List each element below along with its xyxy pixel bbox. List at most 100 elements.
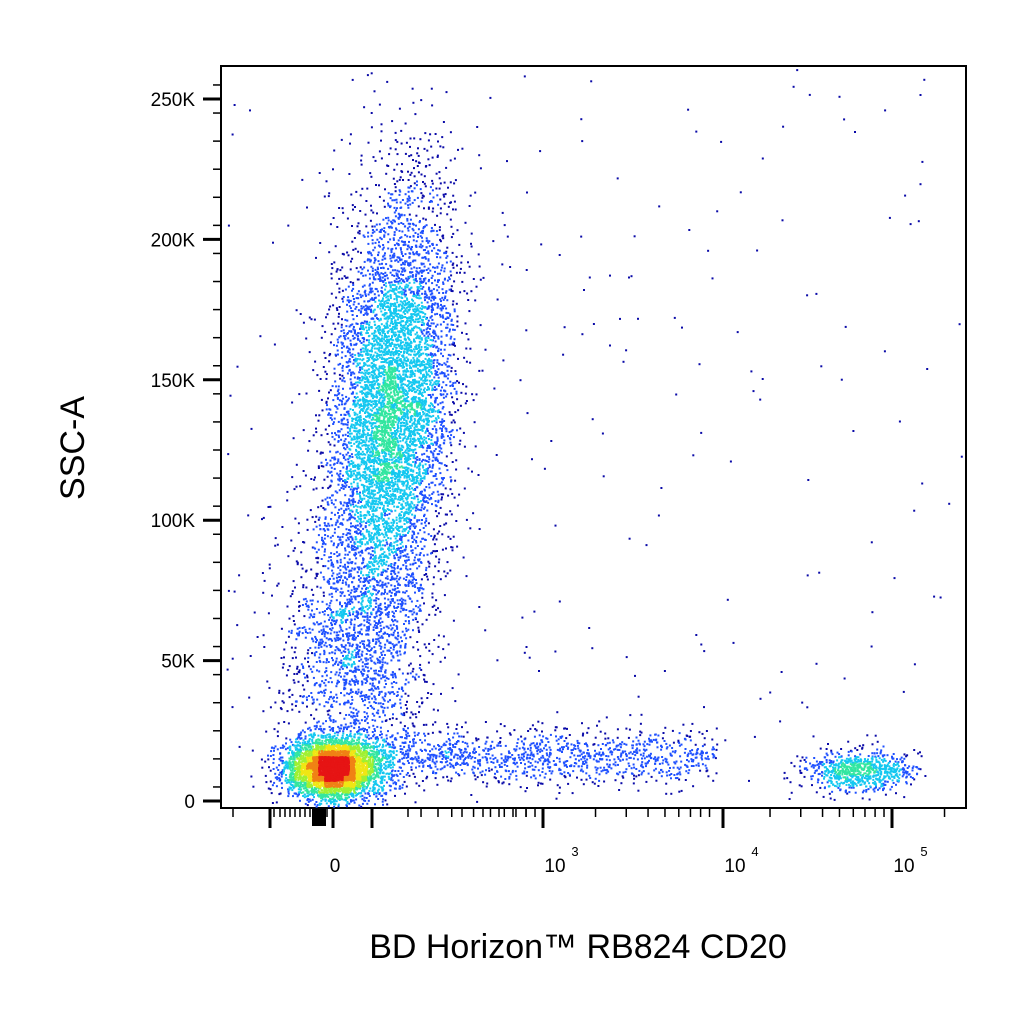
event-dot — [363, 678, 366, 681]
event-dot — [625, 743, 628, 746]
event-dot — [326, 608, 328, 610]
event-dot — [509, 756, 512, 759]
event-dot — [452, 328, 454, 331]
event-dot — [474, 191, 477, 194]
event-dot — [711, 277, 714, 280]
event-dot — [484, 747, 487, 750]
event-dot — [560, 773, 563, 776]
event-dot — [404, 620, 407, 623]
event-dot — [645, 755, 648, 758]
event-dot — [417, 171, 420, 174]
event-dot — [450, 288, 453, 291]
event-dot — [407, 170, 409, 173]
event-dot — [407, 573, 410, 576]
event-dot — [619, 746, 622, 749]
event-dot — [412, 239, 415, 242]
event-dot — [449, 380, 452, 383]
event-dot — [370, 667, 373, 670]
event-dot — [592, 323, 595, 325]
event-dot — [365, 659, 368, 662]
event-dot — [580, 753, 583, 756]
event-dot — [423, 265, 426, 268]
event-dot — [399, 772, 402, 775]
event-dot — [328, 644, 331, 646]
event-dot — [435, 428, 438, 431]
event-dot — [431, 244, 434, 246]
event-dot — [410, 600, 413, 603]
event-dot — [341, 342, 344, 345]
event-dot — [394, 676, 397, 679]
event-dot — [446, 326, 449, 329]
event-dot — [426, 775, 429, 778]
event-dot — [301, 567, 304, 570]
event-dot — [485, 740, 488, 743]
event-dot — [399, 748, 402, 751]
event-dot — [329, 627, 332, 630]
event-dot — [786, 777, 789, 780]
event-dot — [408, 256, 411, 259]
event-dot — [327, 606, 330, 609]
event-dot — [548, 746, 551, 749]
event-dot — [354, 530, 356, 533]
event-dot — [439, 525, 442, 527]
event-dot — [442, 381, 445, 384]
event-dot — [453, 421, 456, 424]
event-dot — [346, 276, 349, 279]
event-dot — [640, 763, 643, 766]
event-dot — [364, 719, 367, 722]
event-dot — [333, 417, 336, 420]
event-dot — [371, 655, 374, 658]
event-dot — [356, 644, 359, 647]
event-dot — [432, 322, 435, 325]
event-dot — [391, 655, 394, 658]
event-dot — [329, 719, 332, 722]
event-dot — [313, 652, 316, 655]
event-dot — [436, 156, 439, 158]
event-dot — [455, 302, 458, 305]
event-dot — [714, 757, 717, 760]
event-dot — [333, 344, 335, 347]
event-dot — [379, 647, 382, 650]
event-dot — [461, 147, 464, 150]
event-dot — [352, 208, 354, 211]
event-dot — [467, 756, 470, 759]
event-dot — [402, 223, 405, 225]
event-dot — [356, 715, 359, 717]
event-dot — [347, 421, 349, 424]
event-dot — [441, 386, 443, 389]
event-dot — [278, 773, 281, 776]
event-dot — [462, 761, 465, 764]
event-dot — [876, 752, 879, 755]
event-dot — [302, 584, 305, 587]
event-dot — [642, 752, 645, 755]
event-dot — [351, 204, 354, 207]
event-dot — [380, 123, 383, 126]
event-dot — [469, 361, 472, 364]
event-dot — [466, 745, 469, 748]
event-dot — [436, 550, 438, 552]
event-dot — [599, 758, 602, 761]
event-dot — [804, 760, 807, 763]
event-dot — [397, 770, 400, 772]
event-dot — [394, 674, 397, 677]
event-dot — [815, 791, 818, 794]
event-dot — [525, 774, 528, 777]
event-dot — [362, 642, 364, 645]
event-dot — [706, 769, 709, 772]
event-dot — [391, 575, 394, 578]
event-dot — [425, 723, 428, 726]
event-dot — [313, 615, 316, 618]
event-dot — [322, 594, 325, 597]
event-dot — [393, 206, 396, 209]
event-dot — [408, 246, 411, 249]
event-dot — [422, 554, 425, 557]
event-dot — [349, 142, 351, 145]
event-dot — [464, 741, 467, 744]
event-dot — [389, 699, 391, 702]
event-dot — [315, 487, 318, 490]
event-dot — [410, 766, 413, 769]
event-dot — [354, 387, 356, 390]
event-dot — [323, 554, 326, 557]
event-dot — [586, 752, 589, 755]
event-dot — [397, 565, 399, 568]
